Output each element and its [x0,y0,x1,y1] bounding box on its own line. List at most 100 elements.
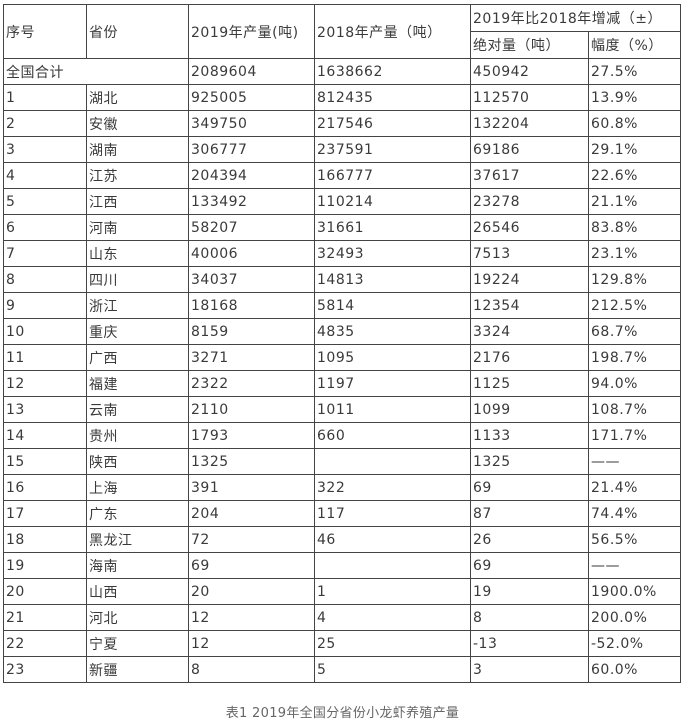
cell-index: 2 [3,110,87,137]
cell-province: 广东 [86,500,189,527]
cell-2019-output: 12 [188,604,315,631]
cell-2018-output: 660 [314,422,471,449]
cell-index: 11 [3,344,87,371]
cell-2018-output [314,552,471,579]
cell-province: 河南 [86,214,189,241]
cell-rate-change: —— [588,448,681,475]
cell-2019-output: 72 [188,526,315,553]
table-row: 2 安徽 349750 217546 132204 60.8% [3,110,681,137]
cell-index: 22 [3,630,87,657]
cell-province: 海南 [86,552,189,579]
cell-rate-change: 129.8% [588,266,681,293]
cell-2019-output: 306777 [188,136,315,163]
cell-absolute-change: 3 [470,656,589,683]
table-row: 22 宁夏 12 25 -13 -52.0% [3,630,681,657]
total-row: 全国合计 2089604 1638662 450942 27.5% [3,58,681,85]
cell-province: 山西 [86,578,189,605]
cell-absolute-change: 69 [470,474,589,501]
cell-2019-output: 2110 [188,396,315,423]
cell-2019-output: 1325 [188,448,315,475]
cell-absolute-change: 8 [470,604,589,631]
cell-province: 浙江 [86,292,189,319]
cell-rate-change: 83.8% [588,214,681,241]
cell-2018-output: 322 [314,474,471,501]
cell-index: 14 [3,422,87,449]
cell-absolute-change: 12354 [470,292,589,319]
cell-rate-change: 1900.0% [588,578,681,605]
cell-rate-change: 56.5% [588,526,681,553]
cell-province: 重庆 [86,318,189,345]
table-row: 7 山东 40006 32493 7513 23.1% [3,240,681,267]
header-index: 序号 [3,4,87,59]
cell-2018-output: 25 [314,630,471,657]
cell-province: 贵州 [86,422,189,449]
cell-rate-change: 23.1% [588,240,681,267]
header-2018-output: 2018年产量（吨） [314,4,471,59]
cell-2018-output: 1197 [314,370,471,397]
cell-2018-output: 4835 [314,318,471,345]
table-row: 5 江西 133492 110214 23278 21.1% [3,188,681,215]
cell-index: 5 [3,188,87,215]
header-subrow: 绝对量（吨） 幅度（%） [4,31,681,59]
cell-province: 安徽 [86,110,189,137]
cell-2019-output: 58207 [188,214,315,241]
cell-rate-change: 200.0% [588,604,681,631]
header-row: 序号 省份 2019年产量(吨) 2018年产量（吨） 2019年比2018年增… [3,4,681,59]
cell-2019-output: 204394 [188,162,315,189]
cell-2018-output: 1095 [314,344,471,371]
cell-index: 7 [3,240,87,267]
table-row: 21 河北 12 4 8 200.0% [3,604,681,631]
cell-province: 河北 [86,604,189,631]
cell-rate-change: 212.5% [588,292,681,319]
cell-2018-output [314,448,471,475]
cell-2019-output: 925005 [188,84,315,111]
cell-index: 15 [3,448,87,475]
cell-2018-output: 812435 [314,84,471,111]
cell-province: 湖北 [86,84,189,111]
table-row: 3 湖南 306777 237591 69186 29.1% [3,136,681,163]
cell-index: 23 [3,656,87,683]
cell-2018-output: 217546 [314,110,471,137]
table-row: 12 福建 2322 1197 1125 94.0% [3,370,681,397]
cell-rate-change: 60.8% [588,110,681,137]
table-row: 9 浙江 18168 5814 12354 212.5% [3,292,681,319]
cell-index: 6 [3,214,87,241]
cell-province: 福建 [86,370,189,397]
cell-index: 4 [3,162,87,189]
cell-2019-output: 40006 [188,240,315,267]
cell-absolute-change: 37617 [470,162,589,189]
cell-rate-change: 22.6% [588,162,681,189]
cell-absolute-change: 26 [470,526,589,553]
cell-2019-output: 3271 [188,344,315,371]
cell-rate-change: 171.7% [588,422,681,449]
cell-absolute-change: 69186 [470,136,589,163]
total-2019: 2089604 [188,58,315,85]
cell-absolute-change: 87 [470,500,589,527]
cell-absolute-change: 19 [470,578,589,605]
header-change: 2019年比2018年增减（±） [470,4,681,32]
cell-2019-output: 20 [188,578,315,605]
cell-absolute-change: 26546 [470,214,589,241]
table-caption: 表1 2019年全国分省份小龙虾养殖产量 [225,706,460,721]
cell-rate-change: 29.1% [588,136,681,163]
header-rate: 幅度（%） [588,31,681,59]
cell-province: 黑龙江 [86,526,189,553]
cell-index: 1 [3,84,87,111]
cell-2019-output: 12 [188,630,315,657]
cell-absolute-change: 23278 [470,188,589,215]
cell-2019-output: 204 [188,500,315,527]
cell-absolute-change: 19224 [470,266,589,293]
cell-2018-output: 5 [314,656,471,683]
cell-absolute-change: 3324 [470,318,589,345]
cell-index: 13 [3,396,87,423]
cell-index: 17 [3,500,87,527]
table-row: 14 贵州 1793 660 1133 171.7% [3,422,681,449]
total-2018: 1638662 [314,58,471,85]
cell-province: 新疆 [86,656,189,683]
table-row: 6 河南 58207 31661 26546 83.8% [3,214,681,241]
cell-2018-output: 166777 [314,162,471,189]
cell-rate-change: 108.7% [588,396,681,423]
cell-absolute-change: 1325 [470,448,589,475]
cell-province: 广西 [86,344,189,371]
cell-rate-change: 13.9% [588,84,681,111]
